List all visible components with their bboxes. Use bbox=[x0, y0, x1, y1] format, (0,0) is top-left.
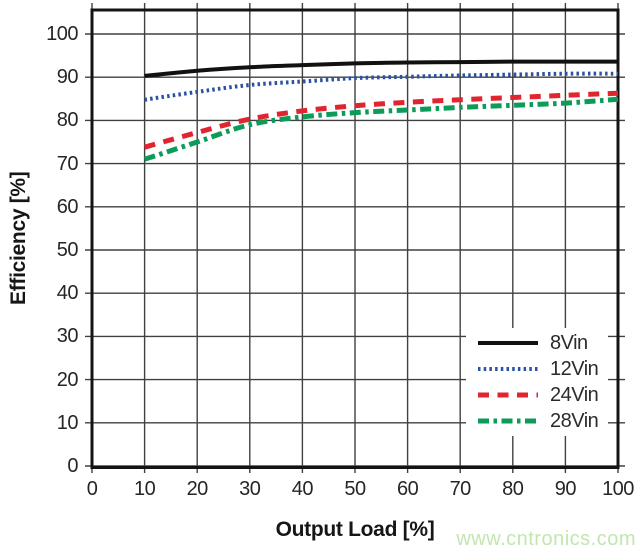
y-tick-label: 30 bbox=[56, 325, 79, 348]
x-axis-title: Output Load [%] bbox=[275, 518, 435, 541]
y-tick-label: 90 bbox=[56, 66, 79, 89]
y-axis-title-wrap: Efficiency [%] bbox=[0, 172, 86, 306]
y-tick-label: 10 bbox=[56, 411, 79, 434]
x-tick-label: 20 bbox=[186, 478, 209, 500]
legend-line-sample-dotted bbox=[478, 367, 538, 371]
x-tick-label: 0 bbox=[86, 478, 98, 500]
y-tick-label: 100 bbox=[46, 23, 78, 45]
y-tick-label: 40 bbox=[56, 282, 79, 305]
x-tick-label: 50 bbox=[344, 478, 366, 500]
y-tick-label: 60 bbox=[56, 195, 79, 218]
x-tick-label: 80 bbox=[502, 478, 524, 500]
legend-label: 12Vin bbox=[550, 357, 599, 380]
y-axis-title: Efficiency [%] bbox=[7, 171, 30, 306]
x-tick-label: 100 bbox=[602, 478, 634, 500]
y-tick-label: 70 bbox=[56, 152, 79, 175]
y-tick-label: 80 bbox=[56, 109, 79, 132]
y-tick-label: 0 bbox=[67, 455, 78, 477]
legend-label: 24Vin bbox=[550, 383, 599, 406]
x-tick-label: 60 bbox=[396, 478, 419, 500]
legend-line-sample-dashdot bbox=[478, 418, 538, 424]
y-tick-label: 20 bbox=[56, 368, 79, 391]
legend-item-28vin: 28Vin bbox=[466, 408, 608, 434]
legend-item-8vin: 8Vin bbox=[466, 330, 608, 356]
y-tick-label: 50 bbox=[56, 239, 79, 261]
legend-item-24vin: 24Vin bbox=[466, 382, 608, 408]
legend-line-sample-solid bbox=[478, 341, 538, 345]
legend-item-12vin: 12Vin bbox=[466, 356, 608, 382]
x-tick-label: 30 bbox=[239, 478, 261, 500]
x-tick-label: 40 bbox=[291, 478, 314, 500]
legend-label: 28Vin bbox=[550, 409, 599, 432]
x-tick-label: 70 bbox=[449, 478, 472, 500]
chart-legend: 8Vin 12Vin 24Vin 28Vin bbox=[466, 328, 608, 436]
watermark-text: www.cntronics.com bbox=[456, 528, 636, 550]
legend-line-sample-dashed bbox=[478, 392, 538, 398]
legend-label: 8Vin bbox=[550, 331, 588, 354]
x-tick-label: 90 bbox=[554, 478, 577, 500]
x-tick-label: 10 bbox=[133, 478, 156, 500]
